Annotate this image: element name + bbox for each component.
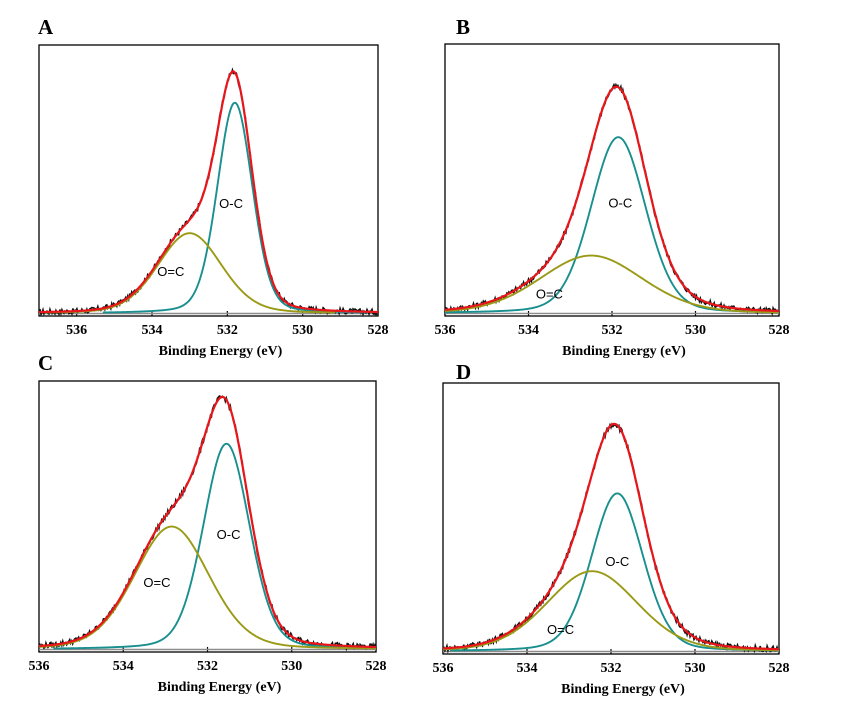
peak-annotation: O-C <box>608 196 632 211</box>
raw-spectrum-line <box>38 395 377 652</box>
x-tick-label: 528 <box>769 323 790 338</box>
peak-annotation: O=C <box>536 286 563 301</box>
x-axis-title: Binding Energy (eV) <box>158 680 282 695</box>
component-line-o-eq-c <box>444 254 780 314</box>
x-tick-label: 534 <box>517 661 538 676</box>
x-tick-label: 534 <box>142 323 163 338</box>
component-line-o-c <box>102 101 368 314</box>
x-tick-label: 536 <box>29 659 50 674</box>
fitted-envelope-line <box>442 422 780 651</box>
x-axis-title: Binding Energy (eV) <box>561 682 685 697</box>
plot-frame <box>38 380 377 653</box>
panel-c: C 536 534 532 530 528 Binding Energy (eV) O-C O=… <box>29 351 387 695</box>
component-line-o-eq-c <box>442 570 780 652</box>
x-tick-label: 530 <box>292 323 313 338</box>
plot-frame <box>444 43 780 317</box>
panel-letter: D <box>456 360 471 384</box>
x-tick-label: 534 <box>518 323 539 338</box>
fitted-envelope-line <box>38 70 379 314</box>
plot-frame <box>38 44 379 317</box>
panel-d: D 536 534 532 530 528 Binding Energy (eV) O-C O=… <box>433 360 790 697</box>
x-tick-label: 536 <box>66 323 87 338</box>
fitted-envelope-line <box>38 395 377 649</box>
peak-annotation: O-C <box>219 196 243 211</box>
raw-spectrum-line <box>38 67 379 317</box>
x-tick-label: 530 <box>685 661 706 676</box>
x-tick-label: 528 <box>368 323 389 338</box>
x-tick-label: 528 <box>769 661 790 676</box>
x-tick-label: 534 <box>113 659 134 674</box>
x-tick-label: 530 <box>685 323 706 338</box>
x-axis-title: Binding Energy (eV) <box>562 344 686 359</box>
x-tick-label: 536 <box>433 661 454 676</box>
component-line-o-c <box>53 442 377 650</box>
peak-annotation: O=C <box>547 622 574 637</box>
x-tick-label: 536 <box>435 323 456 338</box>
x-tick-label: 532 <box>602 323 623 338</box>
component-line-o-eq-c <box>38 525 377 650</box>
panel-letter: A <box>38 15 54 39</box>
raw-spectrum-line <box>442 422 780 654</box>
panel-b: B 536 534 532 530 528 Binding Energy (eV) O-C O=… <box>435 15 790 359</box>
peak-annotation: O-C <box>217 527 241 542</box>
x-axis-title: Binding Energy (eV) <box>159 344 283 359</box>
x-tick-label: 532 <box>601 661 622 676</box>
component-line-o-c <box>449 492 780 652</box>
peak-annotation: O-C <box>605 554 629 569</box>
x-tick-label: 532 <box>197 659 218 674</box>
x-tick-label: 528 <box>366 659 387 674</box>
peak-annotation: O=C <box>143 575 170 590</box>
fitted-envelope-line <box>444 85 780 313</box>
panel-a: A 536 534 532 530 528 Binding Energy (eV) O-C O=… <box>38 15 389 359</box>
component-line-o-c <box>444 136 780 314</box>
panel-letter: C <box>38 351 53 375</box>
peak-annotation: O=C <box>157 264 184 279</box>
panel-letter: B <box>456 15 470 39</box>
x-tick-label: 530 <box>281 659 302 674</box>
plot-frame <box>442 382 780 655</box>
x-tick-label: 532 <box>217 323 238 338</box>
